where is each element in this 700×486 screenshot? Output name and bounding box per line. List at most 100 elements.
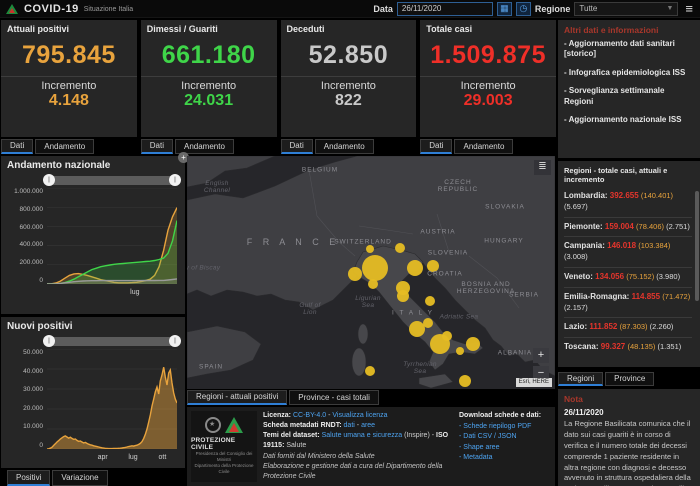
- slider-handle-left[interactable]: ||: [43, 335, 55, 347]
- time-range-slider[interactable]: || ||: [43, 174, 181, 186]
- tab-province[interactable]: Province: [605, 372, 655, 386]
- regione-select[interactable]: Tutte ▼: [574, 1, 679, 16]
- tab-dati[interactable]: Dati: [280, 139, 313, 154]
- slider-handle-right[interactable]: ||: [169, 335, 181, 347]
- nuovi-positivi-chart[interactable]: [46, 348, 178, 450]
- map-land-iberia: [187, 325, 262, 379]
- rndt-dati-link[interactable]: dati: [343, 422, 355, 430]
- scrollbar[interactable]: [695, 191, 699, 301]
- tab-andamento[interactable]: Andamento: [314, 139, 374, 154]
- tab-andamento[interactable]: Andamento: [454, 139, 514, 154]
- map-label: y of Biscay: [187, 264, 221, 272]
- map-attribution: Esri, HERE: [515, 378, 552, 387]
- visualizza-licenza-link[interactable]: Visualizza licenza: [332, 412, 388, 419]
- region-row[interactable]: Toscana: 99.327 (48.135) (1.351): [564, 338, 692, 357]
- download-link[interactable]: - Metadata: [459, 454, 493, 461]
- tab-province-casi-totali[interactable]: Province - casi totali: [289, 390, 379, 405]
- download-link[interactable]: - Dati CSV / JSON: [459, 433, 517, 440]
- andamento-chart[interactable]: [46, 187, 178, 285]
- map-label: SWITZERLAND: [334, 238, 392, 246]
- region-bubble[interactable]: [425, 296, 435, 306]
- fonte-line: Dati forniti dal Ministero della Salute: [263, 452, 375, 460]
- region-bubble[interactable]: [423, 318, 433, 328]
- region-bubble[interactable]: [366, 245, 374, 253]
- panel-andamento-nazionale: + Andamento nazionale || || 1.000.000 800…: [1, 152, 189, 314]
- download-link[interactable]: - Schede riepilogo PDF: [459, 422, 532, 430]
- italy-map[interactable]: BELGIUM CZECH REPUBLIC SLOVAKIA English Cha…: [187, 156, 555, 389]
- region-bubble[interactable]: [365, 366, 375, 376]
- sidebar-link[interactable]: - Sorveglianza settimanale Regioni: [564, 86, 665, 106]
- tab-regioni[interactable]: Regioni: [558, 372, 604, 386]
- map-canvas[interactable]: [187, 156, 555, 389]
- tab-andamento[interactable]: Andamento: [35, 139, 95, 154]
- map-label: English Channel: [203, 180, 231, 194]
- region-row[interactable]: Lazio: 111.852 (87.303) (2.260): [564, 318, 692, 339]
- increment-value: 4.148: [48, 92, 89, 109]
- drag-handle-icon[interactable]: +: [178, 152, 189, 163]
- nota-title: Nota: [564, 394, 583, 404]
- time-range-slider[interactable]: || ||: [43, 335, 181, 347]
- region-bubble[interactable]: [456, 347, 464, 355]
- sidebar-link[interactable]: - Aggiornamento dati sanitari [storico]: [564, 39, 675, 59]
- map-legend-icon[interactable]: ≣: [534, 160, 551, 175]
- protezione-civile-triangle-icon: [225, 417, 243, 433]
- temi-line: Temi del dataset: Salute umana e sicurez…: [263, 432, 449, 450]
- card-deceduti: Deceduti 52.850 Incremento 822 Dati Anda…: [280, 20, 417, 154]
- slider-handle-right[interactable]: ||: [169, 174, 181, 186]
- region-total: 146.018: [607, 241, 639, 251]
- zoom-out-button[interactable]: −: [533, 366, 549, 381]
- tab-dati[interactable]: Dati: [1, 139, 34, 154]
- region-bubble[interactable]: [409, 321, 425, 337]
- map-label: BELGIUM: [301, 166, 339, 174]
- cc-by-link[interactable]: CC-BY-4.0: [292, 412, 327, 419]
- region-bubble[interactable]: [466, 337, 480, 351]
- download-link[interactable]: - Shape aree: [459, 443, 500, 451]
- map-label: SLOVENIA: [427, 249, 469, 257]
- tab-variazione[interactable]: Variazione: [52, 470, 108, 486]
- rndt-aree-link[interactable]: aree: [361, 422, 376, 430]
- sidebar-link[interactable]: - Aggiornamento nazionale ISS: [564, 114, 682, 124]
- date-input[interactable]: 26/11/2020: [396, 1, 493, 16]
- region-row[interactable]: Lombardia: 392.655 (140.401) (5.697): [564, 187, 692, 218]
- y-tick-label: 1.000.000: [14, 188, 43, 195]
- region-bubble[interactable]: [459, 375, 471, 387]
- sidebar-link[interactable]: - Infografica epidemiologica ISS: [564, 67, 686, 77]
- card-title: Attuali positivi: [7, 24, 70, 34]
- region-bubble[interactable]: [395, 243, 405, 253]
- card-attuali-positivi: Attuali positivi 795.845 Incremento 4.14…: [1, 20, 137, 154]
- licenza-label: Licenza:: [263, 412, 293, 419]
- salute-umana-link[interactable]: Salute umana e sicurezza: [321, 432, 403, 440]
- region-bubble[interactable]: [368, 279, 378, 289]
- menu-icon[interactable]: ≡: [685, 1, 693, 16]
- region-row[interactable]: Campania: 146.018 (103.384) (3.008): [564, 237, 692, 268]
- tab-andamento[interactable]: Andamento: [174, 139, 234, 154]
- region-bubble[interactable]: [348, 267, 362, 281]
- region-bubble[interactable]: [442, 331, 452, 341]
- card-dimessi-guariti: Dimessi / Guariti 661.180 Incremento 24.…: [140, 20, 277, 154]
- region-bubble[interactable]: [397, 290, 409, 302]
- tab-positivi[interactable]: Positivi: [7, 470, 51, 486]
- panel-title: Nuovi positivi: [7, 321, 73, 332]
- clock-icon[interactable]: ◷: [515, 1, 531, 16]
- map-land-sardinia: [351, 347, 367, 377]
- downloads-section: Download schede e dati: - Schede riepilo…: [459, 411, 551, 482]
- zoom-in-button[interactable]: +: [533, 348, 549, 363]
- tab-dati[interactable]: Dati: [140, 139, 173, 154]
- calendar-icon[interactable]: ▦: [496, 1, 512, 16]
- tab-regioni-attuali-positivi[interactable]: Regioni - attuali positivi: [187, 390, 288, 405]
- region-row[interactable]: Emilia-Romagna: 114.855 (71.472) (2.157): [564, 288, 692, 319]
- region-bubble[interactable]: [427, 260, 439, 272]
- dimessi-guariti-line: [47, 220, 178, 285]
- nota-panel: Nota 26/11/2020 La Regione Basilicata co…: [558, 389, 700, 486]
- app-subtitle: Situazione Italia: [83, 6, 134, 13]
- region-bubble[interactable]: [362, 255, 388, 281]
- region-row[interactable]: Veneto: 134.056 (75.152) (3.980): [564, 268, 692, 288]
- region-row[interactable]: Piemonte: 159.004 (78.406) (2.751): [564, 218, 692, 238]
- logo-caption: Presidenza del Consiglio dei Ministri: [195, 451, 253, 462]
- y-tick-label: 50.000: [23, 349, 43, 356]
- region-bubble[interactable]: [407, 260, 423, 276]
- tab-dati[interactable]: Dati: [420, 139, 453, 154]
- region-attuali: (78.406): [636, 221, 667, 231]
- slider-handle-left[interactable]: ||: [43, 174, 55, 186]
